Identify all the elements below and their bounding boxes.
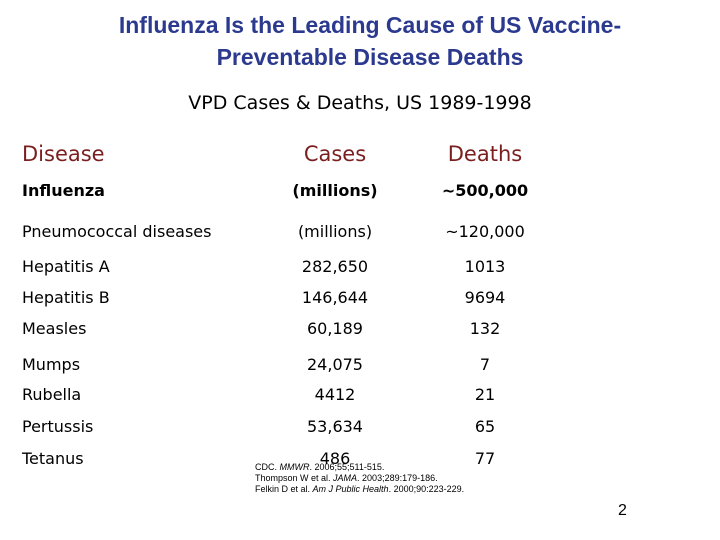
table-cell: Pneumococcal diseases bbox=[22, 222, 212, 241]
table-cell: 132 bbox=[469, 319, 501, 338]
table-cell: (millions) bbox=[297, 222, 373, 241]
reference: Thompson W et al. JAMA. 2003;289:179-186… bbox=[255, 473, 464, 484]
reference: Felkin D et al. Am J Public Health. 2000… bbox=[255, 484, 464, 495]
table-cell: 1013 bbox=[464, 257, 506, 276]
reference-part: . 2000;90:223-229. bbox=[388, 484, 465, 494]
table-cell: 486 bbox=[319, 449, 351, 468]
reference-part: Thompson W et al. bbox=[255, 473, 334, 483]
column-header: Deaths bbox=[447, 142, 523, 166]
table-cell: 21 bbox=[474, 385, 496, 404]
table-cell: Hepatitis B bbox=[22, 288, 110, 307]
reference-part: CDC. bbox=[255, 462, 280, 472]
table-cell: Influenza bbox=[22, 181, 105, 200]
column-header: Disease bbox=[22, 142, 105, 166]
title-line: Preventable Disease Deaths bbox=[216, 44, 524, 70]
page-number: 2 bbox=[618, 502, 627, 519]
table-cell: 146,644 bbox=[301, 288, 369, 307]
table-cell: 77 bbox=[474, 449, 496, 468]
reference-part: Am J Public Health bbox=[312, 484, 389, 494]
table-cell: 9694 bbox=[464, 288, 506, 307]
table-cell: 60,189 bbox=[307, 319, 363, 338]
reference-part: Felkin D et al. bbox=[255, 484, 313, 494]
table-cell: 282,650 bbox=[301, 257, 369, 276]
reference-part: MMWR bbox=[279, 462, 310, 472]
table-cell: 53,634 bbox=[307, 417, 363, 436]
title-line: Influenza Is the Leading Cause of US Vac… bbox=[118, 12, 622, 38]
reference-part: . 2003;289:179-186. bbox=[357, 473, 438, 483]
table-cell: Measles bbox=[22, 319, 87, 338]
table-cell: ~500,000 bbox=[441, 181, 529, 200]
reference: CDC. MMWR. 2006;55;511-515. bbox=[255, 462, 464, 473]
table-cell: Mumps bbox=[22, 355, 81, 374]
table-cell: ~120,000 bbox=[445, 222, 525, 241]
reference-part: JAMA bbox=[333, 473, 358, 483]
reference-part: . 2006;55;511-515. bbox=[309, 462, 385, 472]
table-cell: Hepatitis A bbox=[22, 257, 110, 276]
table-cell: Pertussis bbox=[22, 417, 94, 436]
table-cell: 24,075 bbox=[307, 355, 363, 374]
subtitle: VPD Cases & Deaths, US 1989-1998 bbox=[188, 92, 532, 114]
column-header: Cases bbox=[303, 142, 367, 166]
table-cell: 65 bbox=[474, 417, 496, 436]
table-cell: 7 bbox=[479, 355, 491, 374]
table-cell: Tetanus bbox=[22, 449, 84, 468]
table-cell: Rubella bbox=[22, 385, 82, 404]
table-cell: (millions) bbox=[292, 181, 378, 200]
table-cell: 4412 bbox=[314, 385, 356, 404]
references: CDC. MMWR. 2006;55;511-515. Thompson W et… bbox=[255, 462, 464, 495]
